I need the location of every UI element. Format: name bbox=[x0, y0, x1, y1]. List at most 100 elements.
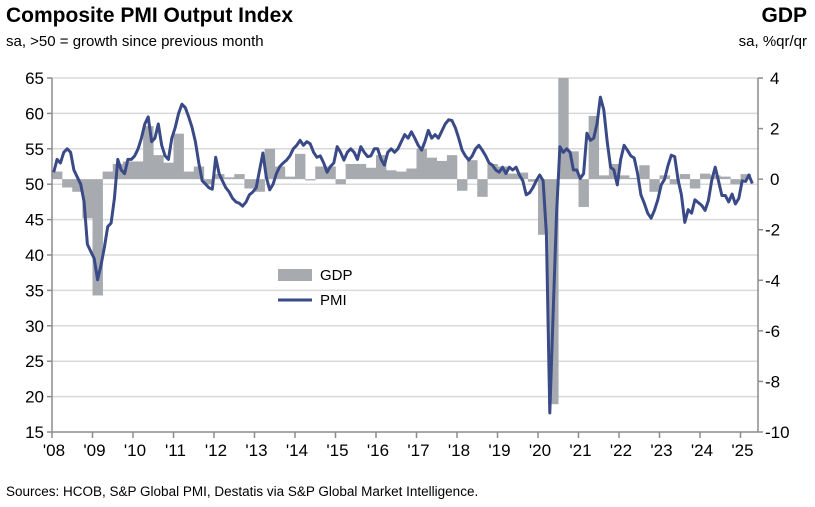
gdp-bar bbox=[730, 179, 741, 185]
gdp-bar bbox=[376, 155, 387, 180]
x-axis-tick-label: '17 bbox=[407, 441, 429, 460]
gdp-bar bbox=[700, 173, 711, 180]
gdp-bar bbox=[143, 126, 154, 180]
x-axis-tick-label: '18 bbox=[448, 441, 470, 460]
x-axis-tick-label: '12 bbox=[205, 441, 227, 460]
gdp-bar bbox=[345, 163, 357, 180]
gdp-bar bbox=[649, 179, 660, 192]
right-axis-tick-label: -4 bbox=[765, 271, 780, 290]
x-axis-tick-label: '10 bbox=[124, 441, 146, 460]
gdp-bar bbox=[406, 168, 417, 180]
gdp-bar bbox=[477, 179, 488, 197]
x-axis-tick-label: '23 bbox=[650, 441, 672, 460]
gdp-bar bbox=[527, 179, 539, 182]
left-axis-tick-label: 25 bbox=[25, 352, 44, 371]
right-axis-tick-label: 2 bbox=[770, 120, 779, 139]
left-axis-tick-label: 20 bbox=[25, 388, 44, 407]
gdp-bar bbox=[244, 179, 255, 189]
x-axis-tick-label: '24 bbox=[691, 441, 713, 460]
gdp-bar bbox=[689, 179, 701, 189]
gdp-bar bbox=[82, 179, 93, 219]
right-axis-tick-label: -6 bbox=[765, 322, 780, 341]
gdp-bar bbox=[203, 179, 215, 185]
gdp-bar bbox=[679, 174, 691, 180]
gdp-bar bbox=[72, 179, 83, 192]
gdp-bar bbox=[710, 175, 721, 180]
legend-gdp-swatch bbox=[278, 269, 312, 281]
gdp-bar bbox=[355, 163, 367, 180]
gdp-bar bbox=[173, 133, 184, 180]
left-axis-tick-label: 45 bbox=[25, 211, 44, 230]
left-axis-tick-label: 65 bbox=[25, 69, 44, 88]
gdp-bar bbox=[274, 166, 286, 180]
gdp-bar bbox=[558, 78, 569, 180]
gdp-bar bbox=[538, 179, 549, 235]
gdp-bar bbox=[102, 171, 114, 180]
chart-title: Composite PMI Output Index bbox=[6, 4, 293, 27]
x-axis-tick-label: '25 bbox=[731, 441, 753, 460]
gdp-bar bbox=[305, 179, 316, 181]
gdp-bar bbox=[254, 179, 265, 192]
gdp-bar bbox=[457, 179, 468, 191]
gdp-bar bbox=[639, 165, 650, 180]
gdp-bar bbox=[436, 160, 448, 180]
right-axis-tick-label: -2 bbox=[765, 221, 780, 240]
gdp-bar bbox=[629, 177, 640, 180]
gdp-bar bbox=[284, 176, 296, 180]
gdp-bar bbox=[487, 163, 498, 180]
gdp-bar bbox=[234, 174, 245, 180]
gdp-bar bbox=[365, 167, 377, 180]
gdp-bar bbox=[325, 166, 336, 180]
legend: GDP PMI bbox=[278, 267, 353, 309]
left-axis-tick-label: 15 bbox=[25, 423, 44, 442]
gdp-bar bbox=[52, 171, 63, 180]
left-axis-tick-label: 60 bbox=[25, 104, 44, 123]
x-axis-tick-label: '11 bbox=[165, 441, 186, 460]
x-axis-tick-label: '15 bbox=[326, 441, 348, 460]
right-axis-tick-label: -8 bbox=[765, 372, 780, 391]
x-axis-tick-label: '19 bbox=[488, 441, 510, 460]
left-axis-tick-label: 40 bbox=[25, 246, 44, 265]
gdp-bar bbox=[517, 172, 529, 180]
legend-gdp-label: GDP bbox=[320, 267, 353, 284]
gdp-bar bbox=[598, 175, 610, 180]
gdp-bar bbox=[619, 175, 630, 180]
gridlines bbox=[52, 77, 758, 398]
left-axis-tick-label: 35 bbox=[25, 281, 44, 300]
gdp-bar bbox=[497, 166, 508, 180]
gdp-bar bbox=[396, 171, 407, 180]
gdp-bar bbox=[315, 166, 326, 180]
pmi-line bbox=[52, 95, 754, 415]
gdp-bar bbox=[62, 179, 73, 188]
x-axis-tick-label: '20 bbox=[529, 441, 551, 460]
gdp-bar bbox=[163, 162, 174, 180]
gdp-bar bbox=[335, 179, 346, 185]
x-axis-tick-label: '09 bbox=[83, 441, 105, 460]
x-axis-tick-label: '22 bbox=[610, 441, 632, 460]
x-axis-tick-label: '13 bbox=[245, 441, 267, 460]
left-axis-tick-label: 55 bbox=[25, 140, 44, 159]
gdp-bar bbox=[740, 174, 751, 180]
gdp-bar bbox=[92, 179, 103, 296]
gdp-bar bbox=[193, 166, 205, 180]
gdp-bar bbox=[467, 160, 478, 180]
gdp-bar bbox=[264, 148, 276, 180]
right-axis-tick-label: -10 bbox=[765, 423, 790, 442]
gdp-bar bbox=[153, 155, 164, 180]
gdp-bar bbox=[183, 171, 195, 180]
source-note: Sources: HCOB, S&P Global PMI, Destatis … bbox=[6, 484, 479, 499]
x-axis-tick-label: '16 bbox=[367, 441, 389, 460]
gdp-bar bbox=[426, 157, 438, 180]
left-axis-subtitle: sa, >50 = growth since previous month bbox=[6, 33, 264, 50]
gdp-bar bbox=[588, 115, 600, 180]
gdp-bar bbox=[578, 179, 589, 207]
legend-pmi-label: PMI bbox=[320, 292, 347, 309]
right-axis-subtitle: sa, %qr/qr bbox=[738, 33, 807, 50]
gdp-bar bbox=[224, 177, 235, 180]
x-axis-tick-label: '14 bbox=[286, 441, 308, 460]
gdp-bar bbox=[133, 161, 144, 180]
right-axis-tick-label: 0 bbox=[770, 170, 779, 189]
pmi-line-group bbox=[52, 95, 754, 415]
